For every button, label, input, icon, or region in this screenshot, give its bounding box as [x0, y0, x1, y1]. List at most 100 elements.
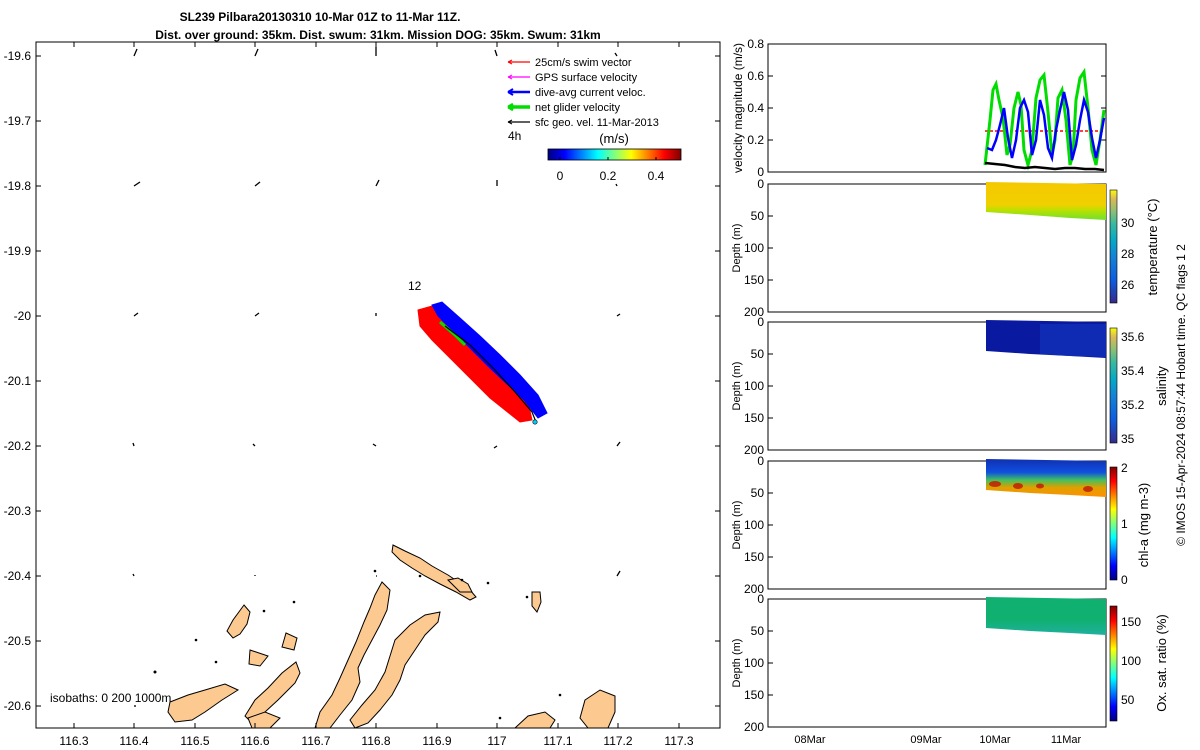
- colorbar-tick: 0: [557, 169, 564, 183]
- svg-text:35.4: 35.4: [1121, 364, 1145, 378]
- oxygen-field: [986, 597, 1106, 635]
- svg-text:200: 200: [744, 305, 764, 319]
- island-central: [314, 581, 391, 729]
- time-tick: 11Mar: [1051, 734, 1082, 746]
- current-vector-field: [132, 47, 621, 707]
- svg-text:2: 2: [1121, 461, 1128, 475]
- svg-text:200: 200: [744, 582, 764, 596]
- svg-text:150: 150: [744, 411, 764, 425]
- svg-text:35.2: 35.2: [1121, 398, 1145, 412]
- colorbar-tick: 0.2: [600, 169, 617, 183]
- svg-text:116.4: 116.4: [119, 734, 148, 748]
- svg-text:1: 1: [1121, 517, 1128, 531]
- svg-text:117: 117: [487, 734, 506, 748]
- temperature-field: [986, 182, 1106, 220]
- svg-text:0: 0: [757, 177, 764, 191]
- island-south-a: [247, 711, 281, 729]
- svg-text:35.6: 35.6: [1121, 330, 1145, 344]
- chla-panel: 0 50 100 150 200 Depth (m) 0 1 2 chl-a (…: [731, 454, 1151, 596]
- island-east-long: [349, 611, 441, 729]
- svg-text:50: 50: [751, 624, 765, 638]
- svg-text:100: 100: [1121, 654, 1141, 668]
- chla-label: chl-a (mg m-3): [1136, 483, 1151, 568]
- salinity-colorbar: [1109, 327, 1118, 444]
- svg-text:150: 150: [744, 273, 764, 287]
- svg-text:200: 200: [744, 443, 764, 457]
- map-legend: 25cm/s swim vector GPS surface velocity …: [507, 57, 659, 129]
- temperature-panel: 0 50 100 150 200 Depth (m) 26 28 30 temp…: [731, 177, 1160, 319]
- svg-text:0: 0: [757, 454, 764, 468]
- temperature-colorbar: [1109, 189, 1118, 304]
- glider-track: [417, 301, 548, 425]
- svg-text:28: 28: [1121, 247, 1135, 261]
- svg-text:-20.4: -20.4: [4, 569, 32, 583]
- svg-text:-20.5: -20.5: [4, 634, 32, 648]
- velocity-y-tick: 0.6: [747, 69, 764, 83]
- chla-hotspots: [989, 481, 1093, 492]
- map-x-tick-labels: 116.3 116.4 116.5 116.6 116.7 116.8 116.…: [59, 734, 693, 748]
- legend-item-gps: GPS surface velocity: [507, 72, 638, 84]
- svg-text:25cm/s swim vector: 25cm/s swim vector: [535, 57, 632, 69]
- svg-text:-20.6: -20.6: [4, 699, 32, 713]
- velocity-y-tick: 0.2: [747, 133, 764, 147]
- svg-text:-19.6: -19.6: [4, 49, 32, 63]
- depth-ylabel: Depth (m): [731, 224, 743, 273]
- oxygen-colorbar: [1109, 605, 1118, 722]
- svg-text:150: 150: [744, 688, 764, 702]
- island-west-c: [281, 632, 298, 651]
- svg-text:150: 150: [744, 550, 764, 564]
- svg-text:-20.1: -20.1: [4, 374, 32, 388]
- legend-item-swim: 25cm/s swim vector: [507, 57, 632, 69]
- land-polygons: [167, 544, 616, 729]
- series-net-velocity: [983, 67, 1106, 171]
- islet-markers: [153, 569, 562, 720]
- velocity-panel: 0 0.2 0.4 0.6 0.8 velocity magnitude (m/…: [731, 37, 1107, 179]
- island-east-small: [446, 577, 473, 593]
- depth-ylabel: Depth (m): [731, 639, 743, 688]
- isobaths-label: isobaths: 0 200 1000m: [50, 691, 171, 705]
- velocity-y-tick: 0.8: [747, 37, 764, 51]
- colorbar-title: (m/s): [599, 131, 629, 146]
- time-label-12: 12: [408, 279, 422, 293]
- map-y-ticks: [36, 55, 720, 707]
- velocity-ylabel: velocity magnitude (m/s): [731, 43, 745, 173]
- svg-text:-20.2: -20.2: [4, 439, 32, 453]
- svg-text:50: 50: [751, 209, 765, 223]
- swim-vector-cloud: [417, 305, 533, 423]
- time-label-4h: 4h: [508, 129, 521, 143]
- oxygen-panel: 0 50 100 150 200 Depth (m) 50 100 150 Ox…: [731, 592, 1169, 746]
- time-tick: 08Mar: [794, 734, 826, 746]
- current-cloud: [431, 301, 548, 419]
- svg-text:116.5: 116.5: [180, 734, 209, 748]
- svg-text:0: 0: [757, 592, 764, 606]
- geo-velocity-track: [444, 325, 537, 423]
- depth-ylabel: Depth (m): [731, 501, 743, 550]
- speed-colorbar: (m/s) 0 0.2 0.4: [547, 131, 682, 183]
- oxygen-label: Ox. sat. ratio (%): [1154, 614, 1169, 712]
- velocity-y-tick: 0: [757, 165, 764, 179]
- salinity-label: salinity: [1154, 366, 1169, 406]
- svg-text:100: 100: [744, 379, 764, 393]
- map-title: SL239 Pilbara20130310 10-Mar 01Z to 11-M…: [180, 10, 461, 24]
- svg-text:30: 30: [1121, 216, 1135, 230]
- series-geo-velocity: [984, 161, 1105, 172]
- island-mid-a: [244, 661, 301, 724]
- svg-text:100: 100: [744, 656, 764, 670]
- island-west-b: [248, 649, 269, 667]
- island-dot-a: [531, 591, 542, 613]
- credit-text: © IMOS 15-Apr-2024 08:57:44 Hobart time.…: [1174, 244, 1188, 546]
- svg-text:0: 0: [757, 315, 764, 329]
- legend-item-current: dive-avg current veloc.: [507, 87, 646, 99]
- salinity-panel: 0 50 100 150 200 Depth (m) 35 35.2 35.4 …: [731, 315, 1169, 457]
- legend-item-geo: sfc geo. vel. 11-Mar-2013: [507, 117, 659, 129]
- svg-text:net glider velocity: net glider velocity: [535, 102, 620, 114]
- svg-text:50: 50: [751, 347, 765, 361]
- svg-text:GPS surface velocity: GPS surface velocity: [535, 72, 638, 84]
- svg-text:116.3: 116.3: [59, 734, 88, 748]
- svg-text:116.8: 116.8: [361, 734, 390, 748]
- depth-ylabel: Depth (m): [731, 362, 743, 411]
- series-dive-current: [986, 91, 1106, 163]
- svg-text:116.7: 116.7: [301, 734, 330, 748]
- svg-text:200: 200: [744, 720, 764, 734]
